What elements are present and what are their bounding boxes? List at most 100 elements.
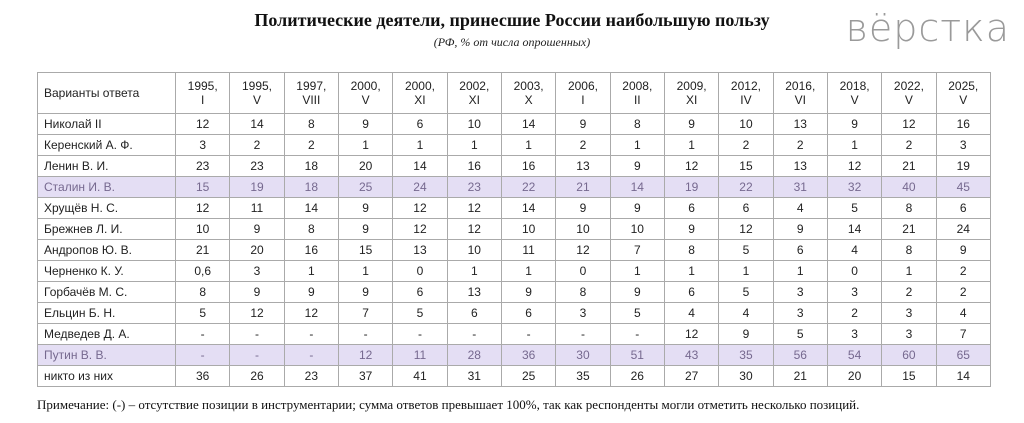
cell: 1 bbox=[500, 134, 557, 156]
cell: 23 bbox=[283, 365, 339, 387]
cell: 6 bbox=[772, 239, 828, 261]
cell: - bbox=[174, 323, 231, 345]
cell: 9 bbox=[337, 197, 394, 219]
cell: 6 bbox=[935, 197, 991, 219]
cell: 6 bbox=[718, 197, 774, 219]
cell: 51 bbox=[609, 344, 665, 366]
cell: 9 bbox=[663, 113, 720, 135]
cell: 14 bbox=[826, 218, 883, 240]
cell: - bbox=[174, 344, 231, 366]
cell: 11 bbox=[500, 239, 557, 261]
cell: 2 bbox=[935, 260, 991, 282]
cell: 4 bbox=[772, 197, 828, 219]
column-header: 2003, X bbox=[500, 72, 557, 114]
cell: 8 bbox=[881, 197, 937, 219]
cell: - bbox=[446, 323, 502, 345]
cell: 9 bbox=[609, 281, 665, 303]
cell: 9 bbox=[337, 218, 394, 240]
cell: 3 bbox=[881, 302, 937, 324]
cell: 21 bbox=[772, 365, 828, 387]
cell: 9 bbox=[337, 113, 394, 135]
cell: 3 bbox=[555, 302, 611, 324]
cell: 5 bbox=[174, 302, 231, 324]
cell: 43 bbox=[663, 344, 720, 366]
column-wave: V bbox=[959, 93, 968, 107]
cell: 3 bbox=[881, 323, 937, 345]
row-label: Николай II bbox=[37, 113, 176, 135]
row-label: Путин В. В. bbox=[37, 344, 176, 366]
cell: 21 bbox=[881, 218, 937, 240]
cell: 12 bbox=[392, 197, 448, 219]
column-year: 2025, bbox=[948, 79, 979, 93]
cell: 31 bbox=[772, 176, 828, 198]
cell: 7 bbox=[935, 323, 991, 345]
cell: 9 bbox=[826, 113, 883, 135]
table-row: Николай II 12 14 8 9 6 10 14 9 8 9 10 13 9 12 16 bbox=[37, 113, 991, 135]
cell: 26 bbox=[609, 365, 665, 387]
cell: 16 bbox=[500, 155, 557, 177]
cell: 1 bbox=[718, 260, 774, 282]
note: Примечание: (-) – отсутствие позиции в и… bbox=[37, 397, 860, 412]
cell: 9 bbox=[718, 323, 774, 345]
cell: 28 bbox=[446, 344, 502, 366]
cell: 10 bbox=[609, 218, 665, 240]
cell: 23 bbox=[446, 176, 502, 198]
cell: 2 bbox=[881, 281, 937, 303]
cell: 26 bbox=[229, 365, 285, 387]
cell: 2 bbox=[935, 281, 991, 303]
column-header: 2002, XI bbox=[446, 72, 502, 114]
cell: 11 bbox=[229, 197, 285, 219]
column-wave: I bbox=[200, 93, 205, 107]
cell: 6 bbox=[392, 281, 448, 303]
cell: 21 bbox=[174, 239, 231, 261]
column-wave: XI bbox=[468, 93, 480, 107]
cell: 37 bbox=[337, 365, 394, 387]
cell: 10 bbox=[174, 218, 231, 240]
column-wave: VI bbox=[794, 93, 806, 107]
cell: 12 bbox=[229, 302, 285, 324]
cell: 3 bbox=[174, 134, 231, 156]
cell: 45 bbox=[935, 176, 991, 198]
cell: 20 bbox=[337, 155, 394, 177]
cell: 9 bbox=[229, 218, 285, 240]
cell: 14 bbox=[609, 176, 665, 198]
cell: 0,6 bbox=[174, 260, 231, 282]
cell: 14 bbox=[935, 365, 991, 387]
cell: 12 bbox=[881, 113, 937, 135]
cell: 9 bbox=[555, 197, 611, 219]
cell: 5 bbox=[718, 281, 774, 303]
cell: 8 bbox=[283, 218, 339, 240]
cell: 1 bbox=[337, 134, 394, 156]
cell: 1 bbox=[609, 134, 665, 156]
table-row: Андропов Ю. В. 21 20 16 15 13 10 11 12 7 8 5 6 4 8 9 bbox=[37, 239, 991, 261]
cell: 32 bbox=[826, 176, 883, 198]
cell: 9 bbox=[283, 281, 339, 303]
cell: 65 bbox=[935, 344, 991, 366]
cell: 18 bbox=[283, 155, 339, 177]
cell: 21 bbox=[555, 176, 611, 198]
cell: - bbox=[609, 323, 665, 345]
cell: - bbox=[500, 323, 557, 345]
column-wave: V bbox=[252, 93, 261, 107]
cell: 6 bbox=[500, 302, 557, 324]
column-header: 1997, VIII bbox=[283, 72, 339, 114]
cell: 36 bbox=[500, 344, 557, 366]
table-row: Горбачёв М. С. 8 9 9 9 6 13 9 8 9 6 5 3 3 2 2 bbox=[37, 281, 991, 303]
row-label: Сталин И. В. bbox=[37, 176, 176, 198]
header-row: Варианты ответа 1995, I 1995, V 1997, VIII 200… bbox=[37, 72, 991, 114]
subtitle: (РФ, % от числа опрошенных) bbox=[433, 35, 591, 49]
cell: 12 bbox=[555, 239, 611, 261]
cell: 6 bbox=[663, 281, 720, 303]
cell: 9 bbox=[772, 218, 828, 240]
cell: 30 bbox=[555, 344, 611, 366]
cell: - bbox=[283, 344, 339, 366]
row-label: Медведев Д. А. bbox=[37, 323, 176, 345]
cell: 10 bbox=[446, 113, 502, 135]
column-year: 1995, bbox=[187, 79, 218, 93]
cell: 12 bbox=[174, 113, 231, 135]
cell: 1 bbox=[337, 260, 394, 282]
cell: 1 bbox=[663, 260, 720, 282]
table-row: Черненко К. У. 0,6 3 1 1 0 1 1 0 1 1 1 1 0 1 2 bbox=[37, 260, 991, 282]
cell: 12 bbox=[826, 155, 883, 177]
cell: 16 bbox=[446, 155, 502, 177]
